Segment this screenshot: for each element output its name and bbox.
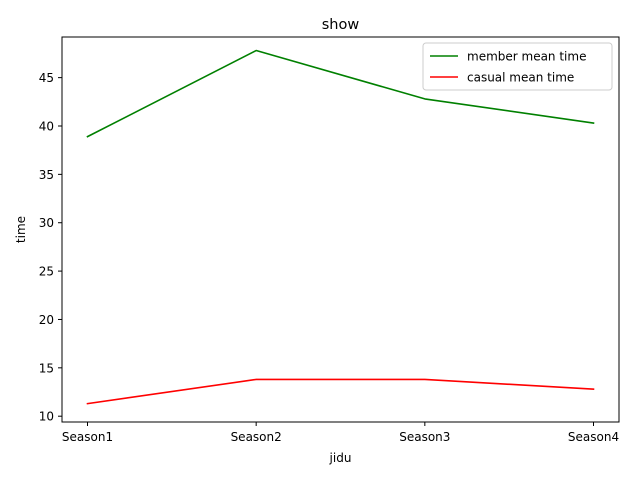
y-tick-label: 15 [39, 361, 54, 375]
x-axis-title: jidu [329, 451, 352, 465]
plot-frame [61, 36, 620, 423]
series-layer [86, 49, 595, 405]
y-tick-label: 20 [39, 313, 54, 327]
legend: member mean time casual mean time [422, 42, 613, 91]
x-axis: Season1 Season2 Season3 Season4 [62, 422, 619, 444]
x-tick-label: Season4 [568, 430, 619, 444]
y-axis-title: time [14, 216, 28, 243]
y-tick-label: 10 [39, 410, 54, 424]
series-line-1 [86, 378, 595, 405]
legend-label-casual: casual mean time [467, 71, 574, 85]
y-tick-label: 35 [39, 168, 54, 182]
y-tick-label: 25 [39, 265, 54, 279]
legend-label-member: member mean time [467, 50, 586, 64]
y-axis: 10 15 20 25 30 35 40 45 [39, 71, 62, 424]
chart-title: show [322, 17, 360, 33]
x-tick-label: Season3 [399, 430, 450, 444]
y-tick-label: 45 [39, 71, 54, 85]
legend-box [422, 42, 613, 91]
x-tick-label: Season1 [62, 430, 113, 444]
x-tick-label: Season2 [231, 430, 282, 444]
series-line-0 [86, 49, 595, 138]
y-tick-label: 30 [39, 216, 54, 230]
y-tick-label: 40 [39, 119, 54, 133]
